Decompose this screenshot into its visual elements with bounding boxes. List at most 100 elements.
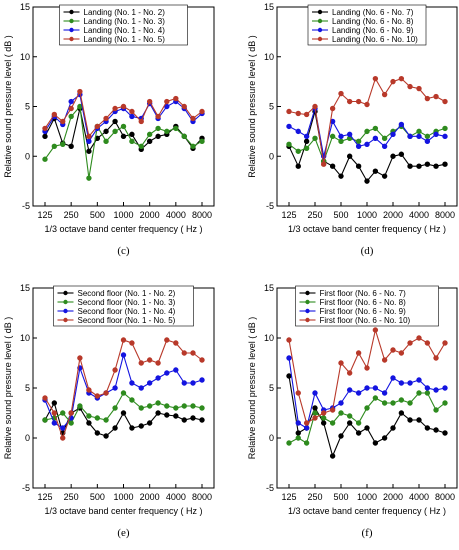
data-point — [320, 161, 327, 167]
y-tick-label: 15 — [20, 2, 30, 12]
data-point — [51, 143, 58, 150]
legend-swatch-marker — [317, 27, 323, 33]
data-point — [355, 420, 362, 426]
data-point — [199, 405, 205, 411]
x-tick-label: 4000 — [166, 492, 186, 502]
x-tick-label: 1000 — [113, 210, 133, 220]
data-point — [303, 425, 310, 431]
data-point — [398, 151, 405, 157]
data-point — [424, 138, 431, 145]
data-point — [164, 103, 170, 110]
y-axis-label: Relative sound pressure level ( dB ) — [247, 317, 257, 460]
data-point — [433, 163, 439, 169]
data-point — [433, 427, 439, 433]
data-point — [190, 350, 196, 356]
data-point — [390, 400, 396, 406]
data-point — [112, 405, 118, 411]
legend-entry: Second floor (No. 1 - No. 4) — [78, 307, 176, 316]
data-point — [338, 410, 344, 416]
data-point — [94, 123, 101, 130]
data-point — [68, 98, 74, 105]
data-point — [346, 98, 353, 105]
data-point — [398, 350, 405, 356]
x-tick-label: 500 — [333, 210, 348, 220]
data-point — [398, 380, 405, 386]
data-point — [320, 420, 327, 426]
data-point — [146, 403, 153, 409]
data-point — [433, 131, 439, 138]
data-point — [164, 337, 170, 343]
legend-entry: Landing (No. 6 - No. 9) — [332, 26, 414, 35]
x-tick-label: 500 — [333, 492, 348, 502]
data-point — [146, 380, 153, 386]
data-point — [138, 143, 144, 150]
legend-swatch-marker — [63, 317, 68, 323]
data-point — [416, 377, 422, 383]
data-point — [312, 103, 318, 110]
data-point — [103, 390, 109, 396]
legend-swatch-marker — [305, 290, 310, 296]
x-tick-label: 4000 — [409, 210, 429, 220]
data-point — [112, 118, 118, 125]
data-point — [173, 95, 179, 102]
data-point — [60, 118, 66, 125]
data-point — [355, 98, 362, 105]
x-tick-label: 2000 — [383, 210, 403, 220]
data-point — [146, 357, 153, 363]
data-point — [60, 435, 66, 441]
data-point — [51, 410, 58, 416]
data-point — [86, 387, 92, 393]
data-point — [295, 148, 301, 154]
data-point — [103, 128, 109, 135]
data-point — [424, 390, 431, 396]
data-point — [190, 115, 196, 122]
data-point — [190, 380, 196, 386]
data-point — [390, 131, 396, 138]
data-point — [372, 75, 379, 82]
legend-entry: First floor (No. 6 - No. 7) — [320, 289, 407, 298]
data-point — [424, 385, 431, 391]
data-point — [103, 115, 109, 122]
data-point — [129, 340, 135, 346]
data-point — [329, 133, 336, 140]
data-point — [416, 417, 422, 423]
data-point — [146, 131, 153, 138]
data-point — [338, 360, 344, 366]
legend-box — [59, 4, 188, 46]
x-tick-label: 2000 — [383, 492, 403, 502]
legend-swatch-marker — [305, 308, 310, 314]
data-point — [51, 400, 58, 406]
data-point — [86, 133, 92, 140]
data-point — [372, 125, 379, 132]
data-point — [286, 355, 292, 361]
x-tick-label: 250 — [307, 210, 322, 220]
x-tick-label: 1000 — [357, 210, 377, 220]
data-point — [295, 163, 301, 169]
y-axis-label: Relative sound pressure level ( dB ) — [3, 317, 13, 460]
data-point — [442, 98, 448, 105]
data-point — [312, 390, 318, 396]
data-point — [42, 156, 48, 162]
data-point — [416, 133, 422, 140]
data-point — [112, 128, 118, 135]
data-point — [398, 75, 405, 82]
x-axis-label: 1/3 octave band center frequency ( Hz ) — [288, 506, 446, 516]
y-tick-label: -5 — [266, 201, 274, 211]
x-tick-label: 2000 — [140, 492, 160, 502]
data-point — [155, 133, 161, 140]
data-point — [51, 111, 58, 118]
data-point — [295, 420, 301, 426]
legend-swatch-marker — [317, 18, 323, 24]
data-point — [320, 410, 327, 416]
legend-swatch-marker — [317, 36, 323, 42]
data-point — [372, 395, 379, 401]
y-tick-label: 5 — [269, 102, 274, 112]
legend-box — [295, 285, 439, 327]
data-point — [120, 123, 127, 130]
legend-entry: Second floor (No. 1 - No. 3) — [78, 298, 176, 307]
data-point — [112, 425, 118, 431]
data-point — [86, 420, 92, 426]
y-tick-label: -5 — [266, 483, 274, 493]
data-point — [164, 128, 170, 135]
x-tick-label: 4000 — [409, 492, 429, 502]
